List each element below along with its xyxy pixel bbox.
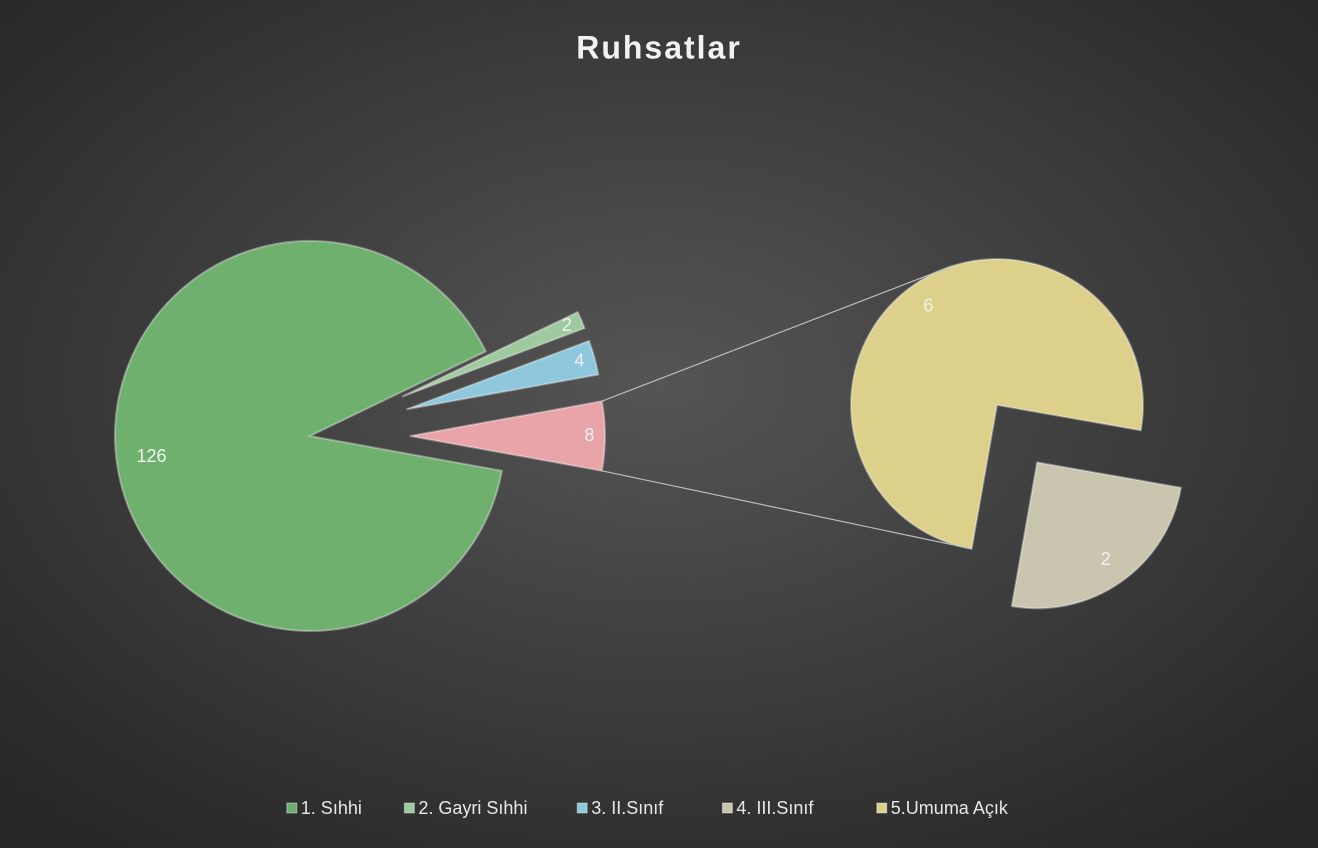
connector-line	[601, 470, 972, 550]
data-label: 6	[923, 296, 933, 316]
legend-label: 2. Gayri Sıhhi	[418, 798, 527, 818]
legend-label: 1. Sıhhi	[301, 798, 362, 818]
legend-label: 5.Umuma Açık	[891, 798, 1009, 818]
data-label: 2	[1101, 549, 1111, 569]
legend-swatch	[721, 802, 733, 814]
pie-slice	[401, 310, 586, 398]
legend-swatch	[403, 802, 415, 814]
data-label: 4	[574, 350, 584, 370]
chart-title: Ruhsatlar	[576, 29, 742, 65]
legend-label: 4. III.Sınıf	[736, 798, 814, 818]
pie-slice	[114, 240, 504, 632]
legend-swatch	[876, 802, 888, 814]
legend-label: 3. II.Sınıf	[591, 798, 664, 818]
connector-line	[601, 265, 953, 402]
legend-swatch	[576, 802, 588, 814]
data-label: 2	[562, 315, 572, 335]
pie-slice	[1010, 461, 1183, 610]
pie-slice	[406, 339, 600, 411]
data-label: 126	[137, 446, 167, 466]
legend-swatch	[286, 802, 298, 814]
pie-slice	[850, 258, 1144, 550]
data-label: 8	[584, 425, 594, 445]
pie-slice	[409, 400, 606, 472]
